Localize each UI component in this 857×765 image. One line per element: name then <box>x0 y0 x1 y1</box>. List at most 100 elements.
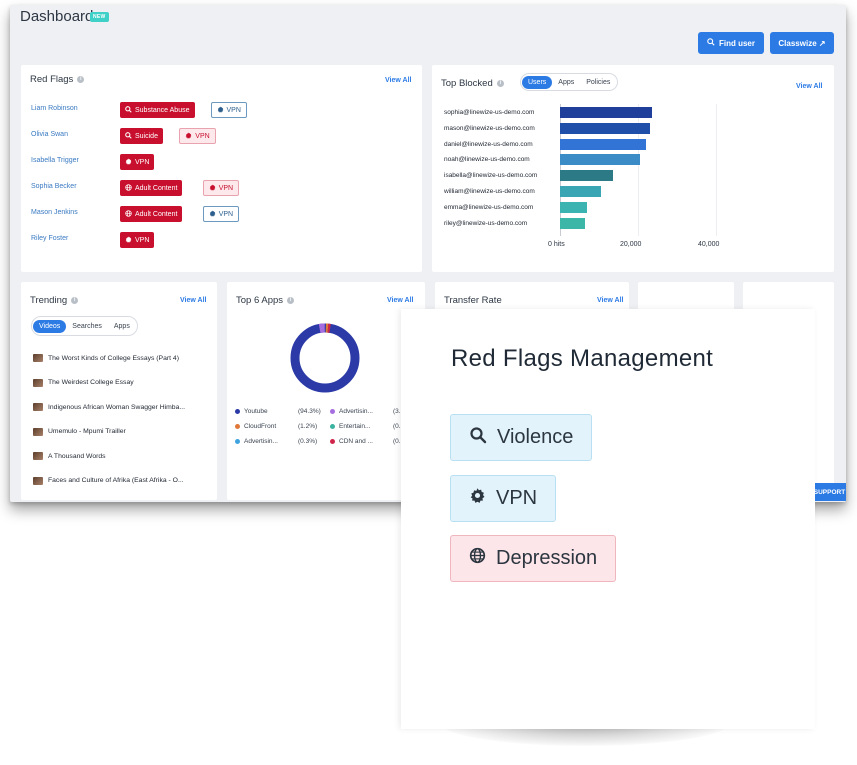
globe-icon <box>125 209 132 219</box>
red-flag-row: Olivia Swan Suicide VPN <box>31 128 411 144</box>
tab-videos[interactable]: Videos <box>33 319 67 333</box>
red-flags-management-panel: Red Flags Management Violence VPN Depres… <box>401 309 815 729</box>
depression-chip[interactable]: Depression <box>450 535 617 582</box>
page-title: Dashboard <box>20 8 94 25</box>
gear-icon <box>469 487 486 510</box>
chip-label: Suicide <box>135 132 158 140</box>
info-icon[interactable]: i <box>287 297 295 304</box>
bar[interactable] <box>560 201 587 213</box>
info-icon[interactable]: i <box>496 80 504 87</box>
trending-tabs: Videos Searches Apps <box>31 316 138 336</box>
legend-percent: (0.3%) <box>298 438 318 445</box>
tab-apps[interactable]: Apps <box>113 322 130 330</box>
list-item[interactable]: Indigenous African Woman Swagger Himba..… <box>33 401 185 413</box>
donut-slice-advertising <box>290 323 360 393</box>
chip-label: VPN <box>135 158 150 166</box>
gear-icon <box>125 236 132 245</box>
gear-icon <box>185 132 192 141</box>
trending-view-all-link[interactable]: View All <box>180 297 207 304</box>
y-axis-line <box>560 104 561 236</box>
globe-icon <box>125 183 132 193</box>
legend-swatch <box>330 424 335 429</box>
legend-percent: (0. <box>393 438 401 445</box>
bar[interactable] <box>560 122 651 134</box>
list-item[interactable]: A Thousand Words <box>33 450 106 462</box>
student-name-link[interactable]: Liam Robinson <box>31 105 78 112</box>
top-blocked-card: Top Blocked i Users Apps Policies View A… <box>432 65 834 272</box>
student-name-link[interactable]: Olivia Swan <box>31 131 68 138</box>
student-name-link[interactable]: Riley Foster <box>31 235 69 242</box>
video-thumbnail <box>33 476 43 485</box>
student-name-link[interactable]: Mason Jenkins <box>31 209 78 216</box>
red-flag-row: Mason Jenkins Adult Content VPN <box>31 206 411 222</box>
top-apps-title-text: Top 6 Apps <box>236 295 284 306</box>
red-flags-title: Red Flags i <box>30 74 85 85</box>
violence-chip[interactable]: Violence <box>450 414 593 461</box>
vpn-chip[interactable]: VPN <box>450 475 557 522</box>
tab-users[interactable]: Users <box>522 75 553 89</box>
trending-title-text: Trending <box>30 295 68 306</box>
red-flag-chip[interactable]: Adult Content <box>120 206 183 222</box>
legend-swatch <box>235 439 240 444</box>
list-item[interactable]: The Worst Kinds of College Essays (Part … <box>33 352 179 364</box>
legend-swatch <box>330 409 335 414</box>
red-flag-chip[interactable]: Substance Abuse <box>120 102 195 118</box>
vpn-label: VPN <box>496 487 538 509</box>
transfer-rate-view-all-link[interactable]: View All <box>597 297 624 304</box>
legend-label: CloudFront <box>244 423 277 430</box>
bar[interactable] <box>560 107 652 118</box>
top-apps-view-all-link[interactable]: View All <box>387 297 414 304</box>
tab-apps[interactable]: Apps <box>558 78 575 86</box>
x-tick-label: 40,000 <box>698 241 720 248</box>
student-name-link[interactable]: Sophia Becker <box>31 183 77 190</box>
red-flag-chip[interactable]: VPN <box>120 154 155 170</box>
list-item[interactable]: Faces and Culture of Afrika (East Afrika… <box>33 475 184 487</box>
support-button[interactable]: SUPPORT <box>813 483 846 501</box>
bar[interactable] <box>560 154 640 166</box>
legend-swatch <box>235 424 240 429</box>
y-tick-label: daniel@linewize-us-demo.com <box>444 140 533 148</box>
red-flag-chip[interactable]: VPN <box>202 206 240 222</box>
top-blocked-view-all-link[interactable]: View All <box>796 83 823 90</box>
classwize-button[interactable]: Classwize ↗ <box>770 32 834 54</box>
globe-icon <box>469 547 486 570</box>
student-name-link[interactable]: Isabella Trigger <box>31 157 79 164</box>
bar[interactable] <box>560 217 586 229</box>
violence-label: Violence <box>497 426 574 448</box>
red-flag-chip[interactable]: Adult Content <box>120 180 183 196</box>
info-icon[interactable]: i <box>77 76 85 83</box>
depression-label: Depression <box>496 547 598 569</box>
x-tick-label: 0 hits <box>548 241 565 248</box>
legend-swatch <box>235 409 240 414</box>
video-thumbnail <box>33 354 43 362</box>
tab-policies[interactable]: Policies <box>586 78 611 86</box>
find-user-button[interactable]: Find user <box>698 32 764 54</box>
top-apps-title: Top 6 Apps i <box>236 295 295 306</box>
video-title: Indigenous African Woman Swagger Himba..… <box>48 403 186 411</box>
chip-label: VPN <box>226 106 241 114</box>
donut-slice-cloudfront <box>290 323 360 393</box>
list-item[interactable]: The Weirdest College Essay <box>33 377 134 389</box>
chip-label: VPN <box>218 210 234 218</box>
legend-label: Advertisin... <box>339 408 373 415</box>
red-flag-chip[interactable]: VPN <box>179 128 216 144</box>
red-flag-chip[interactable]: Suicide <box>120 128 163 144</box>
search-icon <box>125 131 132 141</box>
y-tick-label: william@linewize-us-demo.com <box>444 188 535 195</box>
legend-item: CDN and ... (0. <box>330 438 401 445</box>
bar[interactable] <box>560 138 646 150</box>
red-flag-chip[interactable]: VPN <box>202 180 240 196</box>
legend-label: Advertisin... <box>244 438 278 445</box>
gear-icon <box>217 106 224 115</box>
chip-label: VPN <box>218 184 234 192</box>
bar[interactable] <box>560 170 613 182</box>
red-flags-view-all-link[interactable]: View All <box>385 77 412 84</box>
legend-item: Youtube (94.3%) <box>235 408 321 415</box>
red-flag-chip[interactable]: VPN <box>120 232 155 248</box>
list-item[interactable]: Umemulo - Mpumi Trailler <box>33 426 126 438</box>
info-icon[interactable]: i <box>71 297 79 304</box>
red-flag-chip[interactable]: VPN <box>210 102 247 118</box>
bar[interactable] <box>560 186 601 197</box>
tab-searches[interactable]: Searches <box>72 322 102 330</box>
search-icon <box>469 426 487 450</box>
